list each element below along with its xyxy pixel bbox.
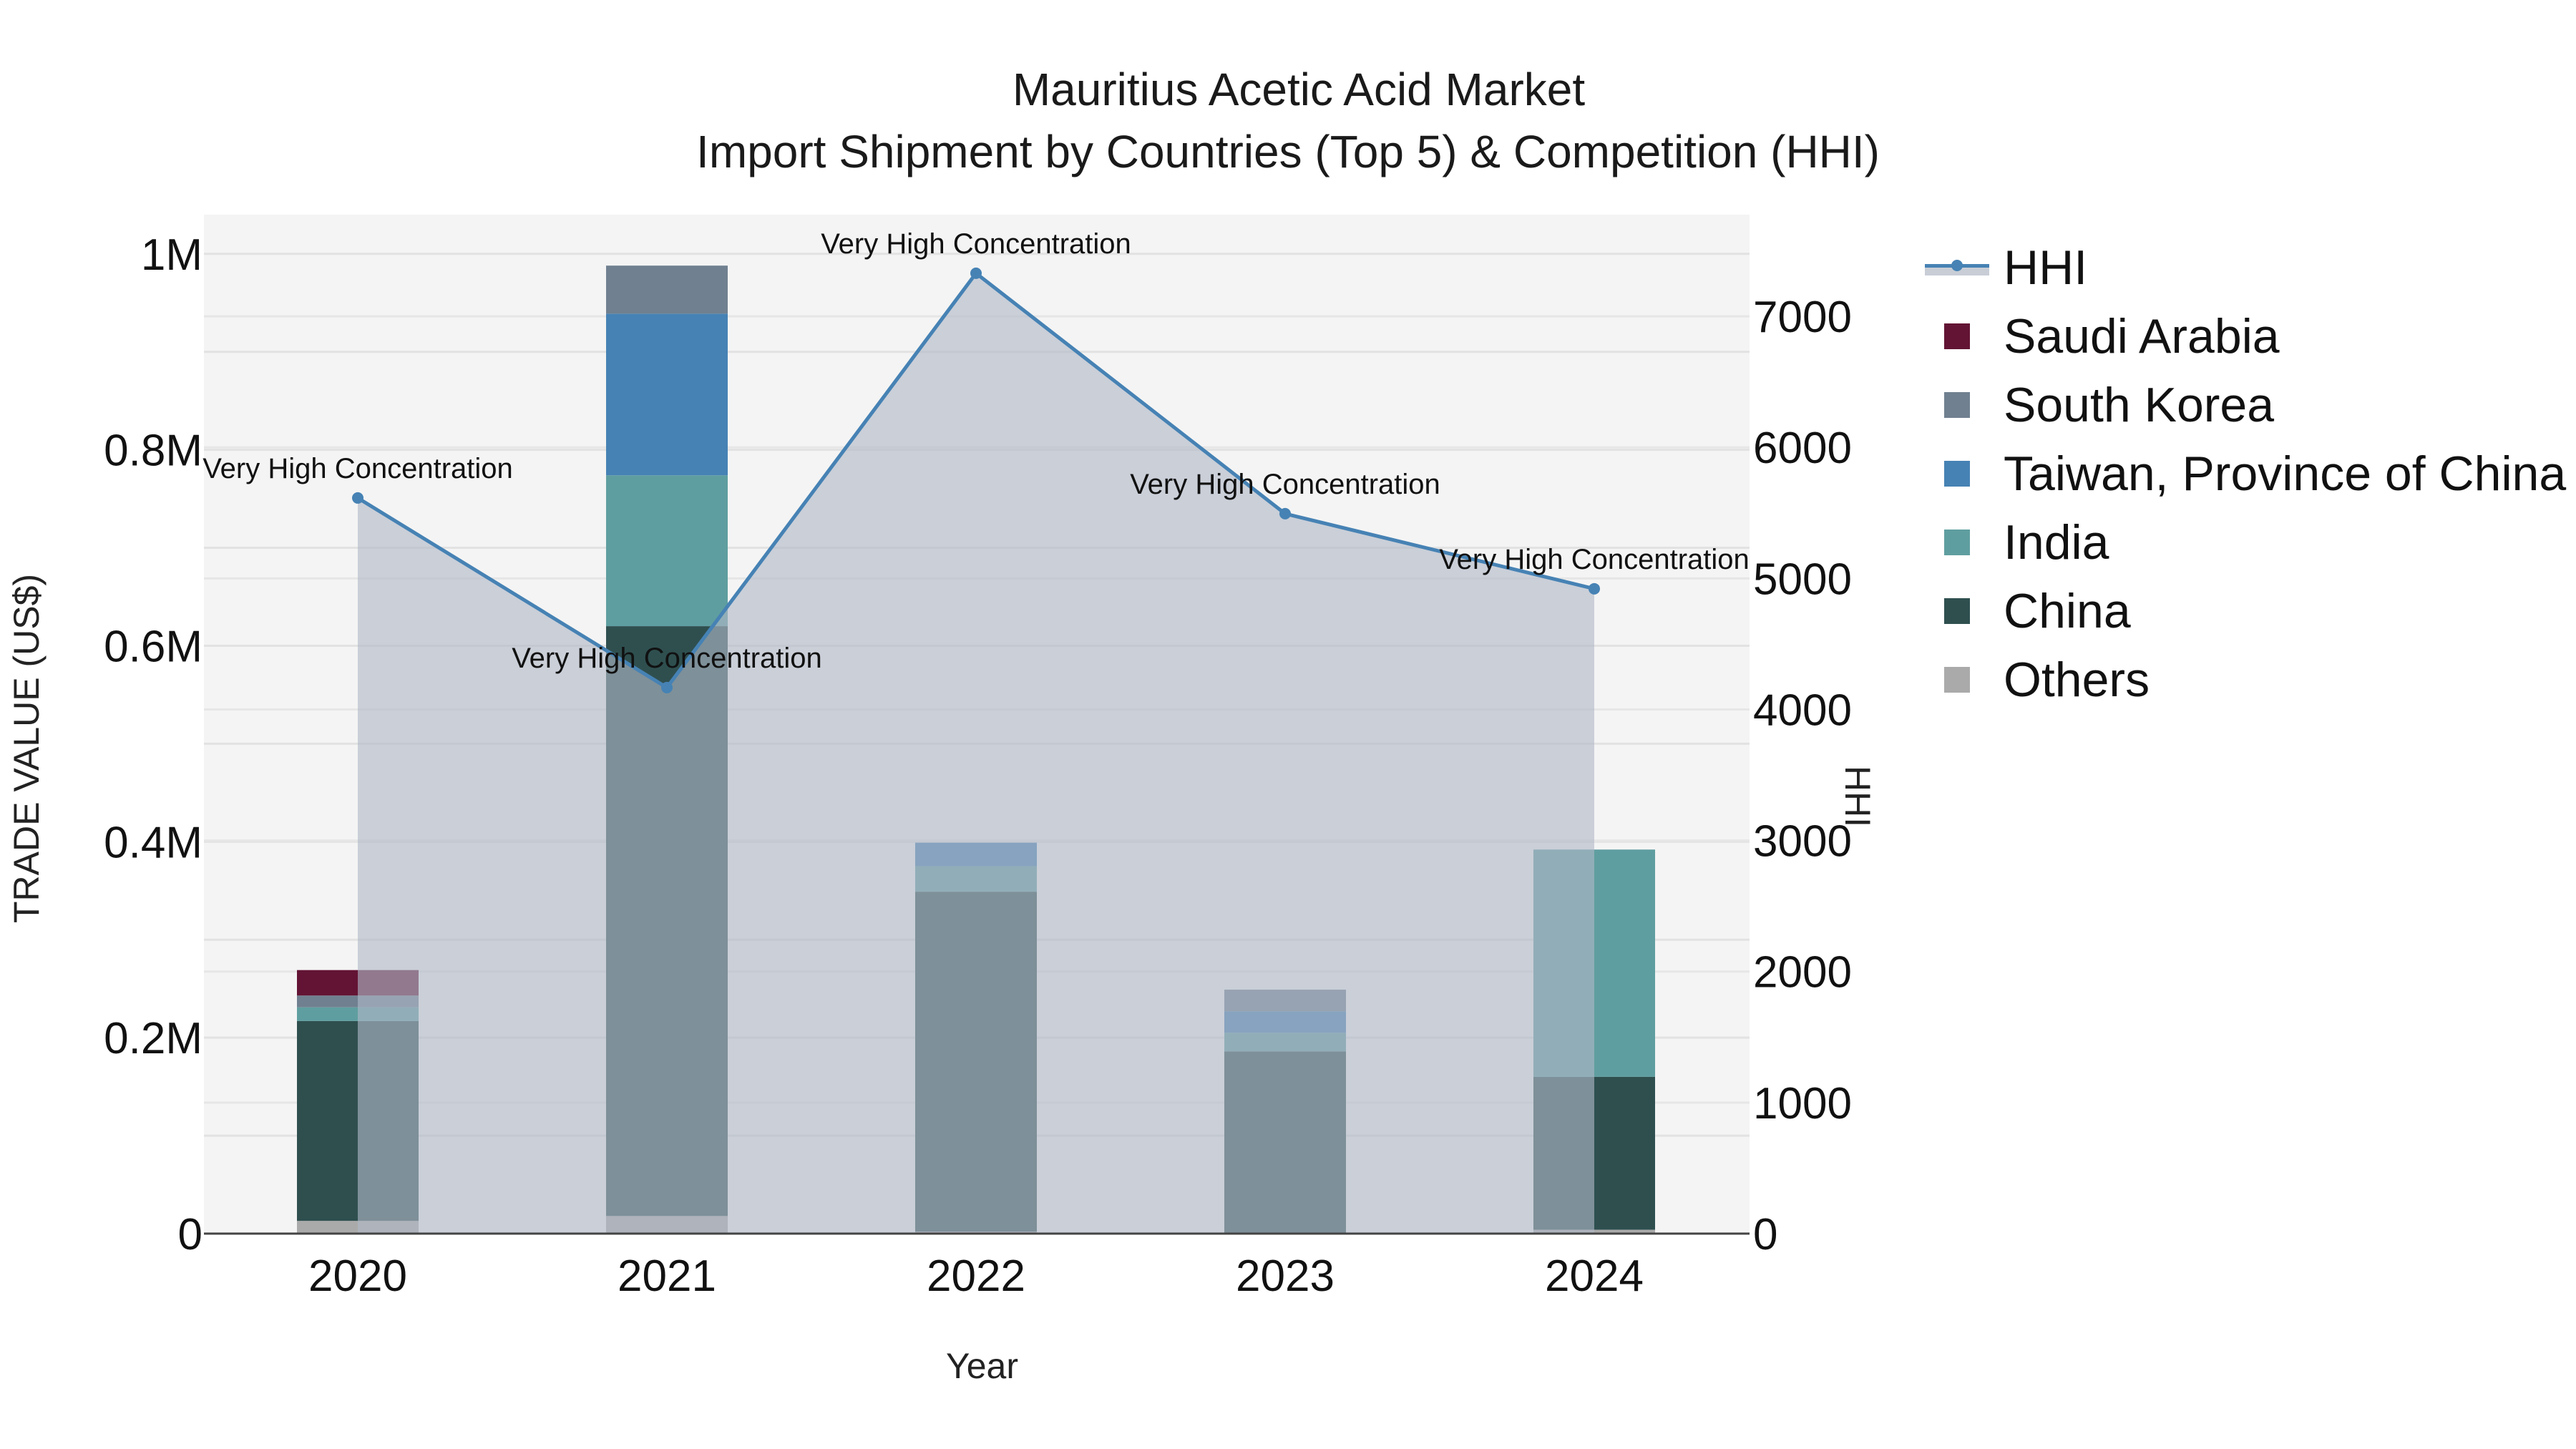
legend-label: HHI [2004,240,2088,295]
legend-item-others[interactable]: Others [1925,645,2566,714]
legend-label: India [2004,515,2109,570]
square-swatch-icon [1944,598,1970,624]
hhi-point[interactable] [352,492,364,504]
chart-title: Mauritius Acetic Acid Market [1012,64,1586,115]
y-right-tick-label: 5000 [1753,555,1852,604]
legend-item-china[interactable]: China [1925,577,2566,645]
y-right-tick-label: 7000 [1753,293,1852,342]
square-swatch-icon [1944,667,1970,693]
y-right-tick-label: 4000 [1753,686,1852,735]
hhi-annotation: Very High Concentration [203,453,513,484]
hhi-annotation: Very High Concentration [1439,544,1750,575]
square-swatch-icon [1944,461,1970,487]
x-tick-label: 2022 [927,1252,1025,1301]
legend-item-south-korea[interactable]: South Korea [1925,371,2566,439]
hhi-annotation: Very High Concentration [512,643,822,674]
hhi-annotation: Very High Concentration [821,228,1131,260]
y-right-tick-label: 0 [1753,1210,1777,1259]
legend-item-taiwan[interactable]: Taiwan, Province of China [1925,439,2566,508]
legend-label: Saudi Arabia [2004,309,2280,364]
square-swatch-icon [1944,323,1970,349]
legend-item-hhi[interactable]: HHI [1925,233,2566,302]
y-left-tick-label: 1M [141,230,203,280]
hhi-point[interactable] [1279,507,1291,519]
legend-item-saudi-arabia[interactable]: Saudi Arabia [1925,302,2566,371]
y-right-tick-label: 6000 [1753,424,1852,473]
x-tick-label: 2021 [618,1252,716,1301]
y-left-tick-label: 0.2M [104,1014,203,1063]
x-tick-label: 2023 [1236,1252,1335,1301]
chart-subtitle: Import Shipment by Countries (Top 5) & C… [696,126,1880,177]
y-axis-right-title: HHI [1838,766,1878,828]
x-tick-label: 2020 [308,1252,407,1301]
legend-item-india[interactable]: India [1925,508,2566,577]
hhi-annotation: Very High Concentration [1130,469,1440,500]
square-swatch-icon [1944,530,1970,555]
bar-segment[interactable] [606,265,728,314]
square-swatch-icon [1944,392,1970,418]
y-left-tick-label: 0 [178,1210,203,1259]
hhi-point[interactable] [970,267,982,279]
y-right-tick-label: 3000 [1753,817,1852,867]
y-right-tick-label: 1000 [1753,1079,1852,1128]
y-left-tick-label: 0.8M [104,426,203,476]
y-axis-left-title: TRADE VALUE (US$) [6,573,47,923]
y-right-tick-label: 2000 [1753,948,1852,997]
hhi-point[interactable] [1589,582,1600,595]
y-left-tick-label: 0.4M [104,818,203,867]
x-axis-title: Year [945,1346,1019,1386]
bar-segment[interactable] [606,475,728,627]
hhi-area [358,273,1594,1234]
line-marker-icon [1925,260,1989,275]
y-left-tick-label: 0.6M [104,622,203,671]
legend-label: Others [2004,653,2150,707]
legend-label: Taiwan, Province of China [2004,447,2567,501]
legend-label: China [2004,584,2131,638]
hhi-point[interactable] [661,681,673,693]
legend: HHI Saudi Arabia South Korea Taiwan, Pro… [1925,233,2566,714]
bar-segment[interactable] [606,313,728,476]
legend-label: South Korea [2004,378,2275,432]
x-tick-label: 2024 [1545,1252,1644,1301]
